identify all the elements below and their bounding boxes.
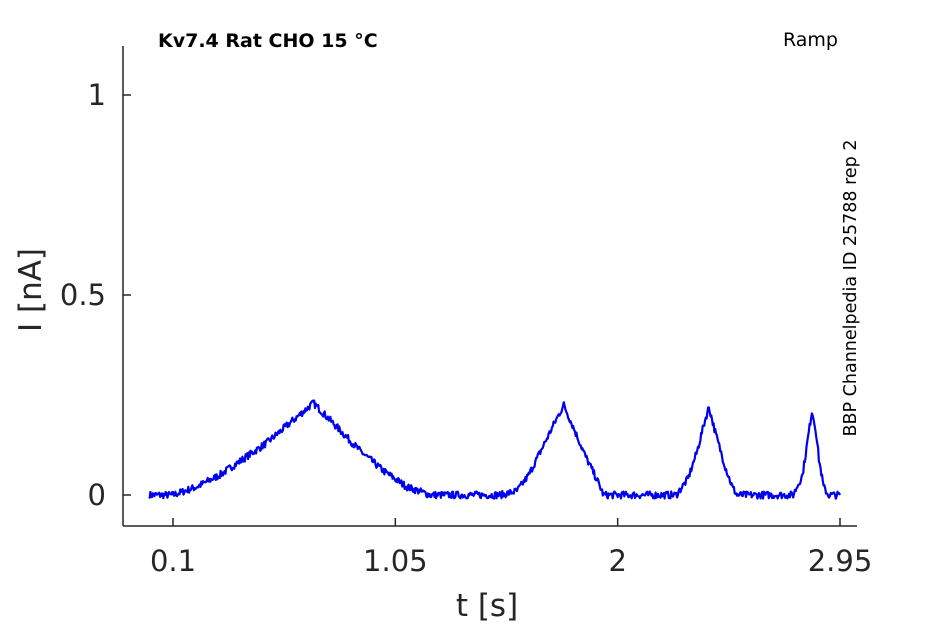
side-label: BBP Channelpedia ID 25788 rep 2 bbox=[841, 140, 861, 437]
y-tick-label: 0.5 bbox=[60, 278, 106, 312]
chart-title: Kv7.4 Rat CHO 15 °C bbox=[158, 30, 378, 52]
y-tick-label: 0 bbox=[88, 478, 106, 512]
plot-area bbox=[148, 399, 841, 500]
x-axis-label: t [s] bbox=[456, 588, 518, 624]
x-tick-label: 2 bbox=[608, 544, 626, 578]
axes: 0 0.5 1 0.1 1.05 2 2.95 bbox=[60, 46, 872, 578]
y-axis-label: I [nA] bbox=[13, 248, 49, 332]
x-tick-label: 2.95 bbox=[808, 544, 873, 578]
x-tick-label: 1.05 bbox=[363, 544, 428, 578]
protocol-label: Ramp bbox=[783, 29, 838, 51]
y-tick-label: 1 bbox=[88, 78, 106, 112]
series-0-trace bbox=[148, 399, 841, 500]
x-tick-label: 0.1 bbox=[150, 544, 196, 578]
